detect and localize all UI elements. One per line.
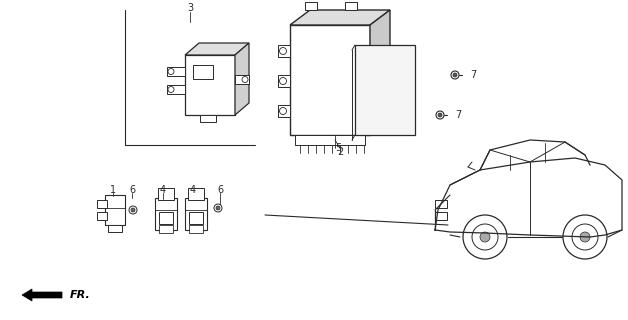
Circle shape: [453, 73, 457, 77]
Circle shape: [436, 111, 444, 119]
Text: 6: 6: [217, 185, 223, 195]
Polygon shape: [290, 10, 390, 25]
Bar: [305, 2, 317, 10]
Text: 1: 1: [110, 185, 116, 195]
Circle shape: [216, 206, 220, 210]
Bar: [185, 198, 207, 230]
Circle shape: [580, 232, 590, 242]
Bar: [235, 75, 249, 84]
Bar: [97, 212, 107, 220]
Bar: [435, 200, 447, 208]
Bar: [97, 200, 107, 208]
Bar: [278, 75, 290, 87]
Bar: [158, 188, 174, 200]
Bar: [355, 45, 415, 135]
Polygon shape: [370, 10, 390, 135]
Bar: [278, 45, 290, 57]
Text: 3: 3: [187, 3, 193, 13]
Text: 6: 6: [129, 185, 135, 195]
Circle shape: [129, 206, 137, 214]
Circle shape: [463, 215, 507, 259]
Circle shape: [214, 204, 222, 212]
Bar: [105, 195, 125, 225]
Circle shape: [438, 113, 442, 117]
Bar: [185, 55, 235, 115]
Bar: [345, 2, 357, 10]
Bar: [108, 225, 122, 232]
Bar: [167, 85, 185, 94]
Bar: [290, 25, 370, 135]
Bar: [278, 105, 290, 117]
Polygon shape: [185, 43, 249, 55]
Bar: [159, 212, 173, 224]
Circle shape: [480, 232, 490, 242]
FancyArrow shape: [22, 289, 62, 301]
Circle shape: [131, 208, 135, 212]
Bar: [189, 212, 203, 224]
Text: 7: 7: [470, 70, 476, 80]
Bar: [295, 135, 365, 145]
Bar: [167, 67, 185, 76]
Bar: [188, 188, 204, 200]
Text: 2: 2: [337, 147, 343, 157]
Text: 4: 4: [190, 185, 196, 195]
Bar: [189, 225, 203, 233]
Text: 7: 7: [455, 110, 461, 120]
Text: 4: 4: [160, 185, 166, 195]
Circle shape: [563, 215, 607, 259]
Text: FR.: FR.: [70, 290, 91, 300]
Bar: [200, 115, 216, 122]
Polygon shape: [235, 43, 249, 115]
Bar: [159, 225, 173, 233]
Bar: [193, 65, 213, 79]
Text: 5: 5: [335, 143, 341, 153]
Circle shape: [451, 71, 459, 79]
Bar: [155, 198, 177, 230]
Bar: [435, 212, 447, 220]
